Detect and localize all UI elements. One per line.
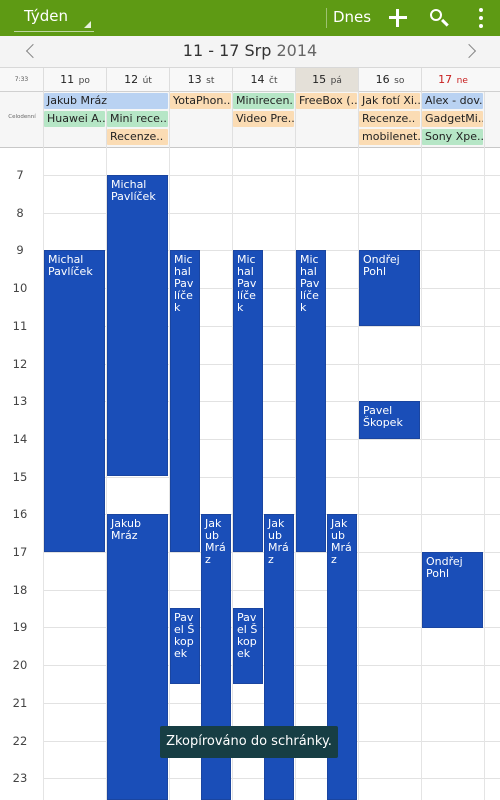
all-day-section: Celodenní Jakub Mráz YotaPhon.. Minirece… — [0, 92, 500, 148]
hour-label: 20 — [12, 658, 28, 672]
day-number: 14 — [250, 73, 265, 86]
all-day-event[interactable]: YotaPhon.. — [170, 93, 231, 109]
event-block[interactable]: Pavel Škopek — [170, 608, 200, 684]
week-navigation: 11 - 17 Srp 2014 — [0, 36, 500, 68]
action-bar: Týden Dnes — [0, 0, 500, 36]
all-day-event[interactable]: Sony Xpe.. — [422, 129, 483, 145]
event-block[interactable]: Jakub Mráz — [107, 514, 168, 800]
hour-label: 15 — [12, 470, 28, 484]
event-block[interactable]: Ondřej Pohl — [422, 552, 483, 628]
day-number: 15 — [312, 73, 327, 86]
week-range: 11 - 17 Srp — [182, 41, 272, 60]
hour-label: 17 — [12, 545, 28, 559]
hour-label: 13 — [12, 394, 28, 408]
view-selector-label: Týden — [24, 7, 68, 25]
day-header-sun[interactable]: 17 ne — [421, 68, 484, 92]
view-selector[interactable]: Týden — [14, 4, 94, 32]
hour-label: 7 — [16, 168, 24, 182]
all-day-event[interactable]: Recenze.. — [359, 111, 420, 127]
overflow-icon[interactable] — [471, 8, 491, 28]
day-name: po — [78, 76, 90, 86]
chevron-right-icon[interactable] — [462, 42, 480, 60]
event-block[interactable]: Pavel Škopek — [359, 401, 420, 439]
all-day-event[interactable]: Mini rece.. — [107, 111, 168, 127]
hour-label: 11 — [12, 319, 28, 333]
hour-label: 18 — [12, 583, 28, 597]
all-day-event[interactable]: Alex - dov.. — [422, 93, 483, 109]
event-block[interactable]: Michal Pavlíček — [44, 250, 105, 552]
event-block[interactable]: Michal Pavlíček — [296, 250, 326, 552]
hour-label: 22 — [12, 734, 28, 748]
day-name: út — [142, 76, 152, 86]
event-block[interactable]: Michal Pavlíček — [233, 250, 263, 552]
divider — [326, 8, 327, 28]
day-number: 16 — [375, 73, 390, 86]
hour-label: 8 — [16, 206, 24, 220]
day-header-sat[interactable]: 16 so — [358, 68, 421, 92]
all-day-event[interactable]: Huawei A.. — [44, 111, 105, 127]
event-block[interactable]: Pavel Škopek — [233, 608, 263, 684]
hour-label: 21 — [12, 696, 28, 710]
day-name: ne — [456, 76, 468, 86]
day-number: 13 — [187, 73, 202, 86]
day-number: 11 — [60, 73, 75, 86]
day-name: čt — [269, 76, 278, 86]
hour-label: 9 — [16, 243, 24, 257]
all-day-event[interactable]: Recenze.. — [107, 129, 168, 145]
dropdown-icon — [84, 21, 91, 28]
hour-label: 12 — [12, 357, 28, 371]
hour-label: 23 — [12, 771, 28, 785]
hour-label: 14 — [12, 432, 28, 446]
day-header-tue[interactable]: 12 út — [106, 68, 169, 92]
toast-message: Zkopírováno do schránky. — [160, 726, 338, 758]
day-name: st — [206, 76, 215, 86]
day-name: so — [394, 76, 405, 86]
day-number: 12 — [124, 73, 139, 86]
all-day-event[interactable]: Video Pre.. — [233, 111, 294, 127]
current-time: 7:33 — [14, 76, 29, 83]
day-header-fri[interactable]: 15 pá — [295, 68, 358, 92]
timeline-grid[interactable]: 7 8 9 10 11 12 13 14 15 16 17 18 19 20 2… — [0, 148, 500, 800]
day-header-wed[interactable]: 13 st — [169, 68, 232, 92]
event-block[interactable]: Ondřej Pohl — [359, 250, 420, 326]
all-day-event[interactable]: Jakub Mráz — [44, 93, 168, 109]
day-header: 7:33 11 po 12 út 13 st 14 čt 15 pá 16 so… — [0, 68, 500, 92]
week-year: 2014 — [276, 41, 318, 60]
hour-label: 19 — [12, 620, 28, 634]
hour-label: 16 — [12, 507, 28, 521]
all-day-event[interactable]: Minirecen.. — [233, 93, 294, 109]
search-icon[interactable] — [428, 7, 450, 29]
all-day-event[interactable]: FreeBox (.. — [296, 93, 357, 109]
event-block[interactable]: Michal Pavlíček — [170, 250, 200, 552]
all-day-event[interactable]: Jak fotí Xi.. — [359, 93, 420, 109]
all-day-label: Celodenní — [8, 114, 36, 120]
hour-label: 10 — [12, 281, 28, 295]
add-icon[interactable] — [387, 7, 409, 29]
event-block[interactable]: Michal Pavlíček — [107, 175, 168, 476]
day-header-thu[interactable]: 14 čt — [232, 68, 295, 92]
day-name: pá — [330, 76, 342, 86]
all-day-event[interactable]: mobilenet.. — [359, 129, 420, 145]
day-number: 17 — [438, 73, 453, 86]
all-day-event[interactable]: GadgetMi.. — [422, 111, 483, 127]
week-title: 11 - 17 Srp 2014 — [0, 41, 500, 60]
today-button[interactable]: Dnes — [333, 8, 372, 26]
day-header-mon[interactable]: 11 po — [43, 68, 106, 92]
